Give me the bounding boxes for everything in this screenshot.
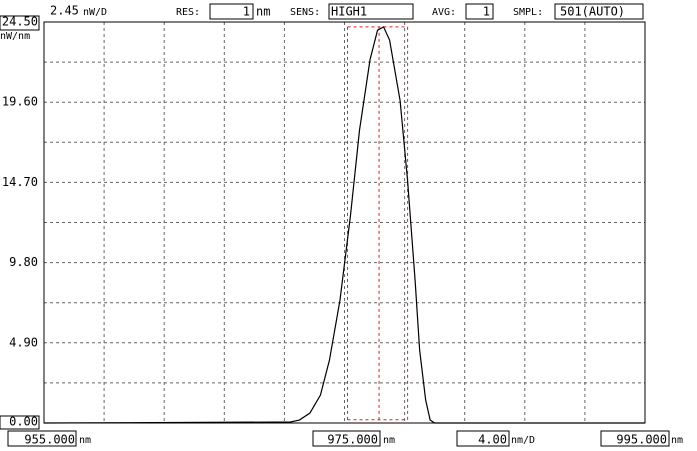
bottom-scale-box [0,415,40,430]
avg-box [465,3,494,20]
y-tick-label: 9.80 [9,255,38,269]
y-tick-label: 14.70 [2,175,38,189]
y-tick-label: 24.50 [2,15,38,29]
center-unit: nm [383,435,395,446]
res-label: RES: [176,7,200,18]
sens-box [328,3,414,20]
plot-frame [43,21,646,424]
span-unit: nm/D [511,435,535,446]
y-tick-label: 0.00 [9,415,38,429]
res-unit: nm [256,5,270,19]
res-box [209,3,254,20]
start-unit: nm [79,435,91,446]
smpl-box [554,3,644,20]
stop-unit: nm [671,435,683,446]
x-tick-label: 955.000 [24,433,75,447]
smpl-label: SMPL: [513,7,543,18]
x-tick-label: 975.000 [327,433,378,447]
res-value: 1 [243,5,250,19]
y-tick-label: 4.90 [9,335,38,349]
sens-value: HIGH1 [331,5,367,19]
y-unit: nW/nm [0,31,30,42]
start-box [7,430,77,447]
span-box [456,430,510,447]
top-scale-box [0,15,40,31]
y-tick-label: 19.60 [2,95,38,109]
stop-box [600,430,670,447]
span-value: 4.00 [478,433,507,447]
avg-label: AVG: [432,7,456,18]
avg-value: 1 [483,5,490,19]
scale-value: 2.45 [50,4,79,18]
smpl-value: 501(AUTO) [560,5,625,19]
x-tick-label: 995.000 [616,433,667,447]
trace [43,26,645,424]
sens-label: SENS: [290,7,320,18]
scale-unit: nW/D [83,7,107,18]
center-box [312,430,381,447]
